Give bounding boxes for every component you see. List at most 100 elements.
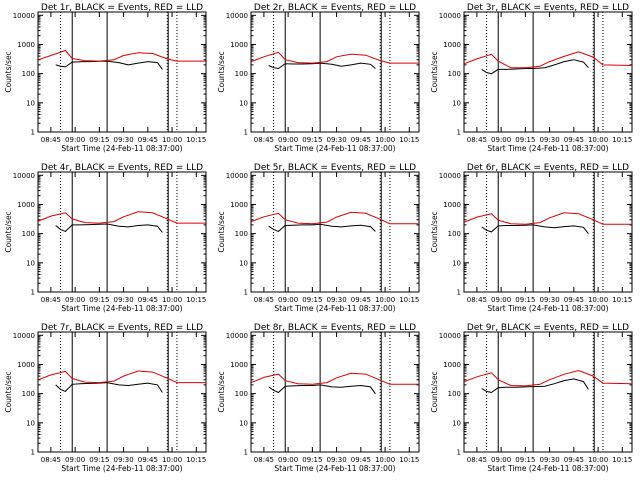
y-tick-label: 1000 — [443, 201, 461, 209]
panel-title: Det 7r, BLACK = Events, RED = LLD — [41, 323, 203, 333]
plot-frame — [250, 11, 420, 133]
x-tick-label: 09:45 — [564, 456, 584, 464]
y-tick-label: 10 — [452, 99, 461, 107]
x-axis-label: Start Time (24-Feb-11 08:37:00) — [487, 144, 608, 153]
x-tick-label: 10:00 — [375, 136, 395, 144]
x-tick-label: 10:15 — [186, 136, 206, 144]
y-tick-label: 100 — [235, 230, 248, 238]
x-tick-label: 09:00 — [278, 456, 298, 464]
x-axis-label: Start Time (24-Feb-11 08:37:00) — [61, 304, 182, 313]
x-tick-label: 09:15 — [302, 456, 322, 464]
x-tick-label: 09:15 — [515, 296, 535, 304]
x-tick-label: 09:30 — [327, 136, 347, 144]
x-tick-label: 09:30 — [114, 136, 134, 144]
x-tick-label: 09:45 — [138, 296, 158, 304]
panel-det-8: 1 10 100 1000 10000 08:45 09:00 09:15 09:30 09:45… — [217, 323, 420, 473]
x-tick-label: 10:15 — [186, 296, 206, 304]
y-tick-label: 10000 — [226, 12, 248, 20]
y-tick-label: 1 — [457, 129, 461, 137]
plot-frame — [463, 331, 633, 453]
x-axis-label: Start Time (24-Feb-11 08:37:00) — [61, 464, 182, 473]
y-tick-label: 1 — [244, 129, 248, 137]
y-tick-label: 100 — [448, 230, 461, 238]
series-events-line — [55, 382, 163, 393]
x-tick-label: 08:45 — [41, 296, 61, 304]
y-tick-label: 100 — [235, 70, 248, 78]
y-axis-label: Counts/sec — [217, 51, 226, 92]
x-tick-label: 09:30 — [327, 456, 347, 464]
plot-frame — [463, 11, 633, 133]
y-tick-label: 1 — [244, 449, 248, 457]
y-tick-label: 1000 — [17, 361, 35, 369]
x-axis-label: Start Time (24-Feb-11 08:37:00) — [274, 464, 395, 473]
x-tick-label: 09:30 — [114, 456, 134, 464]
series-events-line — [481, 224, 589, 235]
x-tick-label: 10:00 — [162, 456, 182, 464]
x-tick-label: 08:45 — [41, 456, 61, 464]
x-tick-label: 10:00 — [162, 136, 182, 144]
plot-frame — [463, 171, 633, 293]
y-tick-label: 10 — [26, 259, 35, 267]
x-tick-label: 09:45 — [564, 296, 584, 304]
y-tick-label: 1000 — [17, 201, 35, 209]
panel-title: Det 3r, BLACK = Events, RED = LLD — [467, 3, 629, 13]
series-lld-line — [464, 212, 632, 225]
panel-det-2: 1 10 100 1000 10000 08:45 09:00 09:15 09:30 09:45… — [217, 3, 420, 153]
x-tick-label: 09:15 — [89, 296, 109, 304]
series-events-line — [481, 378, 589, 394]
y-axis-label: Counts/sec — [4, 371, 13, 412]
plot-frame — [37, 11, 207, 133]
x-tick-label: 09:15 — [89, 456, 109, 464]
x-tick-label: 08:45 — [41, 136, 61, 144]
x-tick-label: 09:15 — [515, 456, 535, 464]
x-tick-label: 09:00 — [491, 296, 511, 304]
x-tick-label: 09:30 — [540, 296, 560, 304]
series-events-line — [268, 62, 376, 70]
y-tick-label: 10000 — [226, 332, 248, 340]
y-tick-label: 10 — [239, 259, 248, 267]
x-tick-label: 09:15 — [515, 136, 535, 144]
panel-det-7: 1 10 100 1000 10000 08:45 09:00 09:15 09:30 09:45… — [4, 323, 207, 473]
x-tick-label: 10:15 — [186, 456, 206, 464]
y-tick-label: 100 — [235, 390, 248, 398]
y-axis-label: Counts/sec — [4, 51, 13, 92]
y-tick-label: 100 — [22, 70, 35, 78]
x-tick-label: 09:00 — [491, 456, 511, 464]
y-axis-label: Counts/sec — [4, 211, 13, 252]
y-tick-label: 10 — [26, 99, 35, 107]
x-axis-label: Start Time (24-Feb-11 08:37:00) — [274, 144, 395, 153]
y-tick-label: 10000 — [13, 332, 35, 340]
x-tick-label: 09:15 — [89, 136, 109, 144]
x-tick-label: 10:00 — [375, 456, 395, 464]
series-events-line — [481, 59, 589, 75]
y-tick-label: 1 — [31, 449, 35, 457]
x-tick-label: 10:00 — [375, 296, 395, 304]
x-tick-label: 09:30 — [540, 456, 560, 464]
x-tick-label: 09:45 — [564, 136, 584, 144]
x-tick-label: 08:45 — [467, 456, 487, 464]
y-tick-label: 100 — [22, 230, 35, 238]
x-tick-label: 08:45 — [467, 136, 487, 144]
y-tick-label: 10000 — [13, 12, 35, 20]
panel-title: Det 5r, BLACK = Events, RED = LLD — [254, 163, 416, 173]
panel-det-1: 1 10 100 1000 10000 08:45 09:00 09:15 09:30 09:45… — [4, 3, 207, 153]
x-tick-label: 08:45 — [467, 296, 487, 304]
plot-frame — [250, 171, 420, 293]
x-axis-label: Start Time (24-Feb-11 08:37:00) — [487, 304, 608, 313]
series-lld-line — [251, 372, 419, 385]
y-tick-label: 10 — [239, 99, 248, 107]
y-tick-label: 1 — [31, 289, 35, 297]
x-tick-label: 09:45 — [351, 296, 371, 304]
x-tick-label: 10:15 — [399, 296, 419, 304]
panel-det-3: 1 10 100 1000 10000 08:45 09:00 09:15 09:30 09:45… — [430, 3, 633, 153]
y-axis-label: Counts/sec — [217, 211, 226, 252]
y-tick-label: 10000 — [13, 172, 35, 180]
x-tick-label: 10:15 — [612, 136, 632, 144]
x-tick-label: 10:15 — [399, 136, 419, 144]
panel-title: Det 1r, BLACK = Events, RED = LLD — [41, 3, 203, 13]
y-axis-label: Counts/sec — [430, 371, 439, 412]
x-axis-label: Start Time (24-Feb-11 08:37:00) — [61, 144, 182, 153]
panel-det-9: 1 10 100 1000 10000 08:45 09:00 09:15 09:30 09:45… — [430, 323, 633, 473]
y-tick-label: 1000 — [230, 361, 248, 369]
